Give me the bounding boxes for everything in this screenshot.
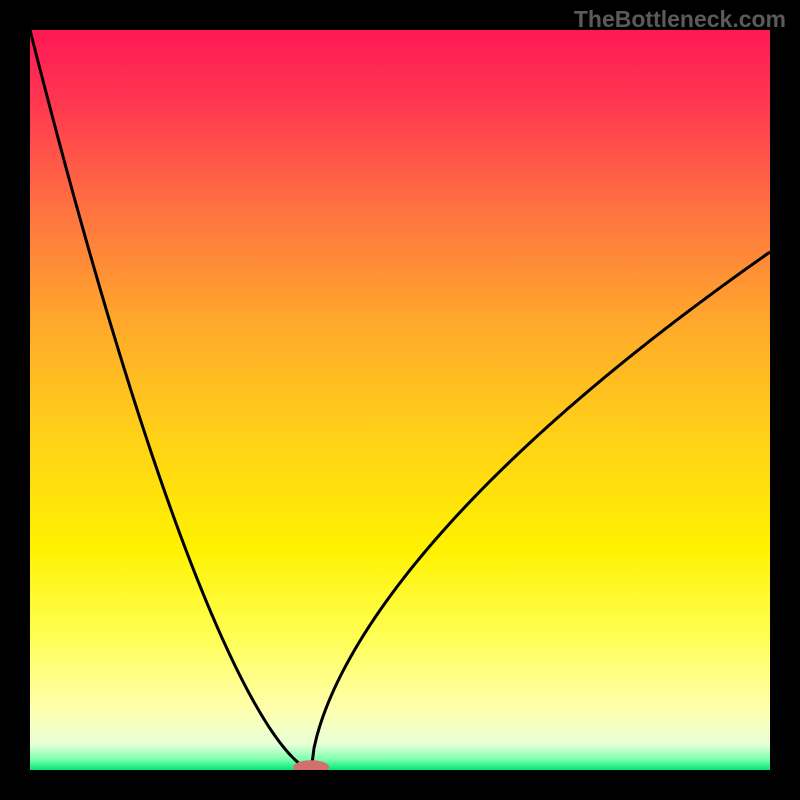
watermark-text: TheBottleneck.com: [574, 6, 786, 33]
bottleneck-curve: [30, 30, 770, 770]
chart-container: TheBottleneck.com: [0, 0, 800, 800]
chart-svg: [0, 0, 800, 800]
optimal-marker: [293, 760, 329, 774]
